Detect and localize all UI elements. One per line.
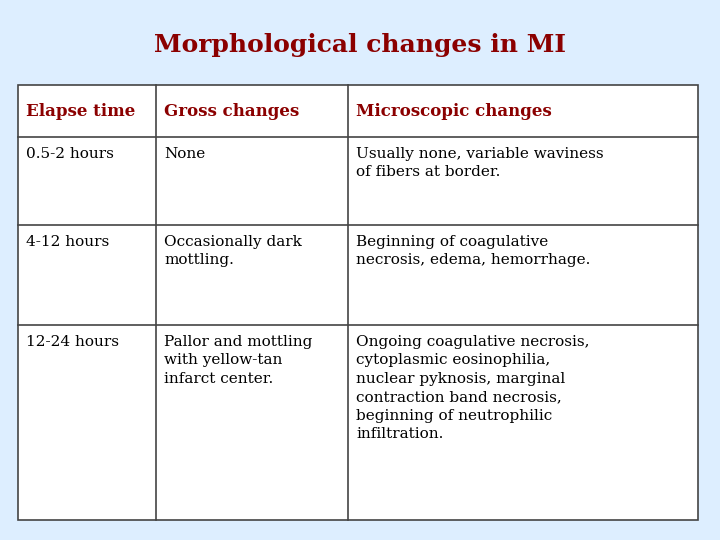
Bar [18,85,698,520]
Text: Morphological changes in MI: Morphological changes in MI [154,33,566,57]
Text: 12-24 hours: 12-24 hours [26,335,119,349]
Text: Pallor and mottling
with yellow-tan
infarct center.: Pallor and mottling with yellow-tan infa… [164,335,312,386]
Text: 0.5-2 hours: 0.5-2 hours [26,147,114,161]
Text: 4-12 hours: 4-12 hours [26,235,109,249]
Text: Occasionally dark
mottling.: Occasionally dark mottling. [164,235,302,267]
Text: None: None [164,147,205,161]
Text: Ongoing coagulative necrosis,
cytoplasmic eosinophilia,
nuclear pyknosis, margin: Ongoing coagulative necrosis, cytoplasmi… [356,335,590,441]
Text: Usually none, variable waviness
of fibers at border.: Usually none, variable waviness of fiber… [356,147,603,179]
Text: Microscopic changes: Microscopic changes [356,103,552,119]
Text: Beginning of coagulative
necrosis, edema, hemorrhage.: Beginning of coagulative necrosis, edema… [356,235,590,267]
Text: Gross changes: Gross changes [164,103,300,119]
Text: Elapse time: Elapse time [26,103,135,119]
